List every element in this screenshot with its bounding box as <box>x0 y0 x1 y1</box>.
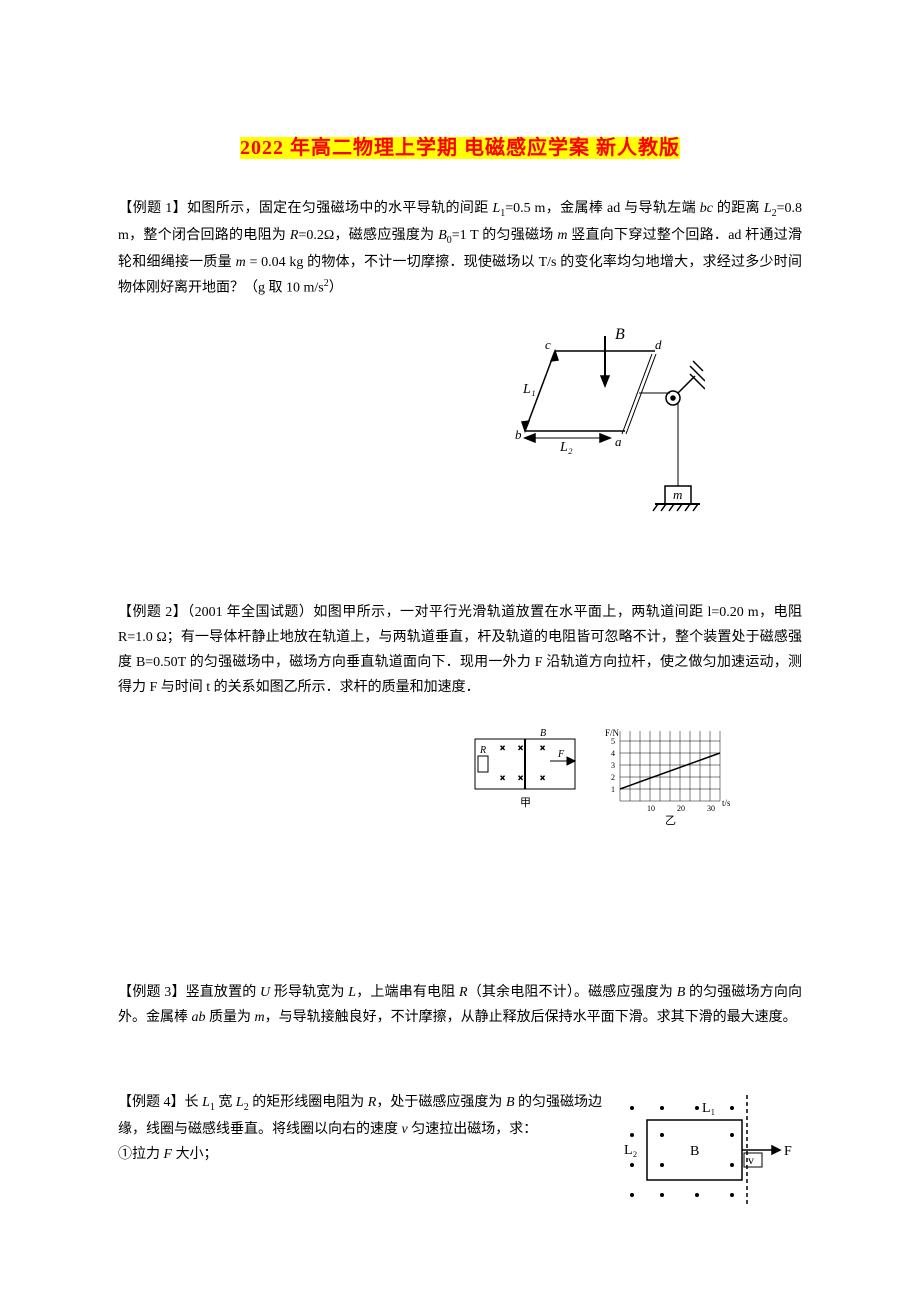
fig1-c: c <box>545 337 551 352</box>
p1-m-sym: m <box>557 228 567 243</box>
p1-R-val: =0.2Ω，磁感应强度为 <box>298 228 438 243</box>
fig1-B: B <box>615 326 625 343</box>
fig4-F: F <box>784 1144 792 1159</box>
p3-prefix: 【例题 3】竖直放置的 <box>118 985 260 1000</box>
figure-4-container: L₁ L₂ B v F <box>612 1090 802 1219</box>
p1-m2-sym: m <box>236 255 246 270</box>
p1-end: ） <box>329 280 343 295</box>
svg-text:×: × <box>540 773 545 783</box>
fig4-B: B <box>690 1144 699 1159</box>
p4-mid1: 宽 <box>215 1095 236 1110</box>
svg-text:×: × <box>518 773 523 783</box>
p1-L1-val: =0.5 m，金属棒 ad 与导轨左端 <box>505 201 700 216</box>
p1-B0-sym: B <box>438 228 447 243</box>
problem-2: 【例题 2】（2001 年全国试题）如图甲所示，一对平行光滑轨道放置在水平面上，… <box>118 600 802 701</box>
fig2-yi: 乙 <box>665 814 676 827</box>
p2-text: 【例题 2】（2001 年全国试题）如图甲所示，一对平行光滑轨道放置在水平面上，… <box>118 605 802 696</box>
fig1-L1: L₁ <box>522 382 536 397</box>
p4-end: 匀速拉出磁场，求： <box>408 1122 538 1137</box>
p4-prefix: 【例题 4】长 <box>118 1095 202 1110</box>
fig2-F: F <box>557 749 565 760</box>
fig1-m: m <box>673 487 682 502</box>
p4-mid3: ，处于磁感应强度为 <box>376 1095 506 1110</box>
svg-text:×: × <box>500 743 505 753</box>
p4-F: F <box>164 1147 173 1162</box>
p3-B: B <box>677 985 686 1000</box>
problem-4: L₁ L₂ B v F 【例题 4】长 L1 宽 L2 的矩形线圈电阻为 R，处… <box>118 1090 802 1219</box>
problem-1: 【例题 1】如图所示，固定在匀强磁场中的水平导轨的间距 L1=0.5 m，金属棒… <box>118 196 802 301</box>
figure-2-container: × × × × × × R B F 甲 <box>118 721 802 840</box>
svg-text:×: × <box>540 743 545 753</box>
document-title: 2022 年高二物理上学期 电磁感应学案 新人教版 <box>118 130 802 166</box>
fig2-y1: 1 <box>611 785 615 794</box>
p3-m: m <box>255 1010 265 1025</box>
fig2-R: R <box>479 745 486 756</box>
figure-4-svg: L₁ L₂ B v F <box>612 1090 802 1210</box>
p1-B0-val: =1 T 的匀强磁场 <box>452 228 558 243</box>
fig2-jia: 甲 <box>520 797 531 809</box>
figure-1-container: B L₁ L₂ b c d a m <box>118 321 802 540</box>
title-text: 2022 年高二物理上学期 电磁感应学案 新人教版 <box>240 137 680 159</box>
p3-end: ，与导轨接触良好，不计摩擦，从静止释放后保持水平面下滑。求其下滑的最大速度。 <box>265 1010 797 1025</box>
p1-sep1: 的距离 <box>713 201 764 216</box>
fig4-L1: L₁ <box>702 1101 715 1116</box>
p3-mid1: 形导轨宽为 <box>270 985 348 1000</box>
svg-text:×: × <box>518 743 523 753</box>
figure-1-svg: B L₁ L₂ b c d a m <box>495 321 705 531</box>
fig2-x3: 30 <box>707 804 715 813</box>
figure-2-svg: × × × × × × R B F 甲 <box>470 721 730 831</box>
p4-L1s: L <box>202 1095 210 1110</box>
fig4-v: v <box>748 1153 754 1167</box>
p3-mid5: 质量为 <box>206 1010 255 1025</box>
p4-q1-end: 大小； <box>172 1147 218 1162</box>
fig1-b: b <box>515 427 522 442</box>
fig2-ts: t/s <box>722 798 730 808</box>
fig1-L2: L₂ <box>559 440 573 455</box>
p4-mid2: 的矩形线圈电阻为 <box>249 1095 368 1110</box>
p3-L: L <box>348 985 356 1000</box>
p1-prefix: 【例题 1】如图所示，固定在匀强磁场中的水平导轨的间距 <box>118 201 492 216</box>
p3-U: U <box>260 985 270 1000</box>
fig2-y2: 2 <box>611 773 615 782</box>
p3-R: R <box>459 985 468 1000</box>
fig2-y3: 3 <box>611 761 615 770</box>
fig1-d: d <box>655 337 662 352</box>
fig2-y5: 5 <box>611 737 615 746</box>
p4-q1-prefix: ①拉力 <box>118 1147 164 1162</box>
p1-bc: bc <box>700 201 713 216</box>
p4-B: B <box>506 1095 515 1110</box>
problem-3: 【例题 3】竖直放置的 U 形导轨宽为 L，上端串有电阻 R（其余电阻不计）。磁… <box>118 980 802 1030</box>
fig2-x1: 10 <box>647 804 655 813</box>
svg-text:×: × <box>500 773 505 783</box>
fig4-L2: L₂ <box>624 1143 638 1158</box>
p3-mid3: （其余电阻不计）。磁感应强度为 <box>468 985 677 1000</box>
p3-ab: ab <box>192 1010 206 1025</box>
fig2-B: B <box>540 728 546 739</box>
fig2-y4: 4 <box>611 749 615 758</box>
fig1-a: a <box>615 434 622 449</box>
p3-mid2: ，上端串有电阻 <box>356 985 459 1000</box>
fig2-x2: 20 <box>677 804 685 813</box>
p4-L2s: L <box>236 1095 244 1110</box>
p1-L2-sym: L <box>764 201 772 216</box>
